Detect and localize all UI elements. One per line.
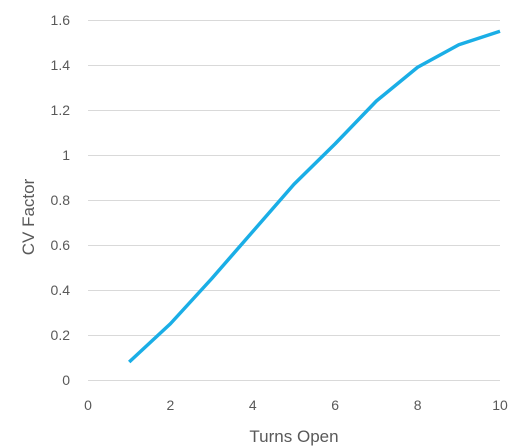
y-axis-title: CV Factor — [19, 178, 38, 255]
series-line — [128, 29, 501, 364]
y-tick-label: 1 — [62, 147, 70, 163]
x-tick-label: 0 — [84, 397, 92, 413]
x-axis-title: Turns Open — [249, 427, 338, 446]
series-layer — [128, 29, 501, 364]
y-tick-label: 0.2 — [51, 327, 71, 343]
y-tick-label: 1.6 — [51, 12, 71, 28]
y-tick-label: 1.2 — [51, 102, 71, 118]
x-tick-label: 2 — [167, 397, 175, 413]
x-tick-label: 8 — [414, 397, 422, 413]
gridlines — [88, 20, 500, 336]
y-tick-label: 0.4 — [51, 282, 71, 298]
x-tick-label: 4 — [249, 397, 257, 413]
x-tick-label: 6 — [331, 397, 339, 413]
x-tick-label: 10 — [492, 397, 508, 413]
y-tick-label: 0.8 — [51, 192, 71, 208]
tick-labels: 0 0.2 0.4 0.6 0.8 1 1.2 1.4 1.6 0 2 4 6 8 10 — [51, 12, 508, 413]
y-tick-label: 0.6 — [51, 237, 71, 253]
y-tick-label: 1.4 — [51, 57, 71, 73]
y-tick-label: 0 — [62, 372, 70, 388]
